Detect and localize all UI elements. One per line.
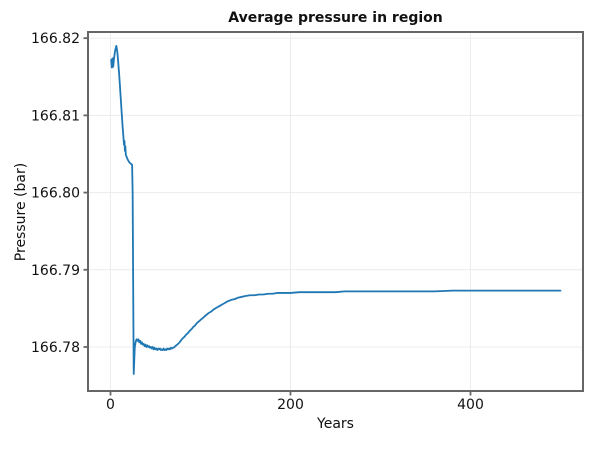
plot-frame bbox=[87, 31, 584, 392]
axes-background bbox=[88, 32, 583, 391]
y-tick-label: 166.82 bbox=[31, 31, 80, 47]
x-tick-label: 400 bbox=[457, 397, 484, 413]
x-tick-label: 0 bbox=[106, 397, 115, 413]
y-tick-label: 166.81 bbox=[31, 108, 80, 124]
y-tick-label: 166.79 bbox=[31, 263, 80, 279]
x-tick-label: 200 bbox=[277, 397, 304, 413]
y-tick-label: 166.78 bbox=[31, 340, 80, 356]
y-axis-label: Pressure (bar) bbox=[13, 162, 29, 262]
chart-title: Average pressure in region bbox=[228, 10, 443, 26]
x-axis-label: Years bbox=[317, 416, 354, 432]
pressure-line bbox=[110, 45, 562, 375]
y-tick-label: 166.80 bbox=[31, 186, 80, 202]
